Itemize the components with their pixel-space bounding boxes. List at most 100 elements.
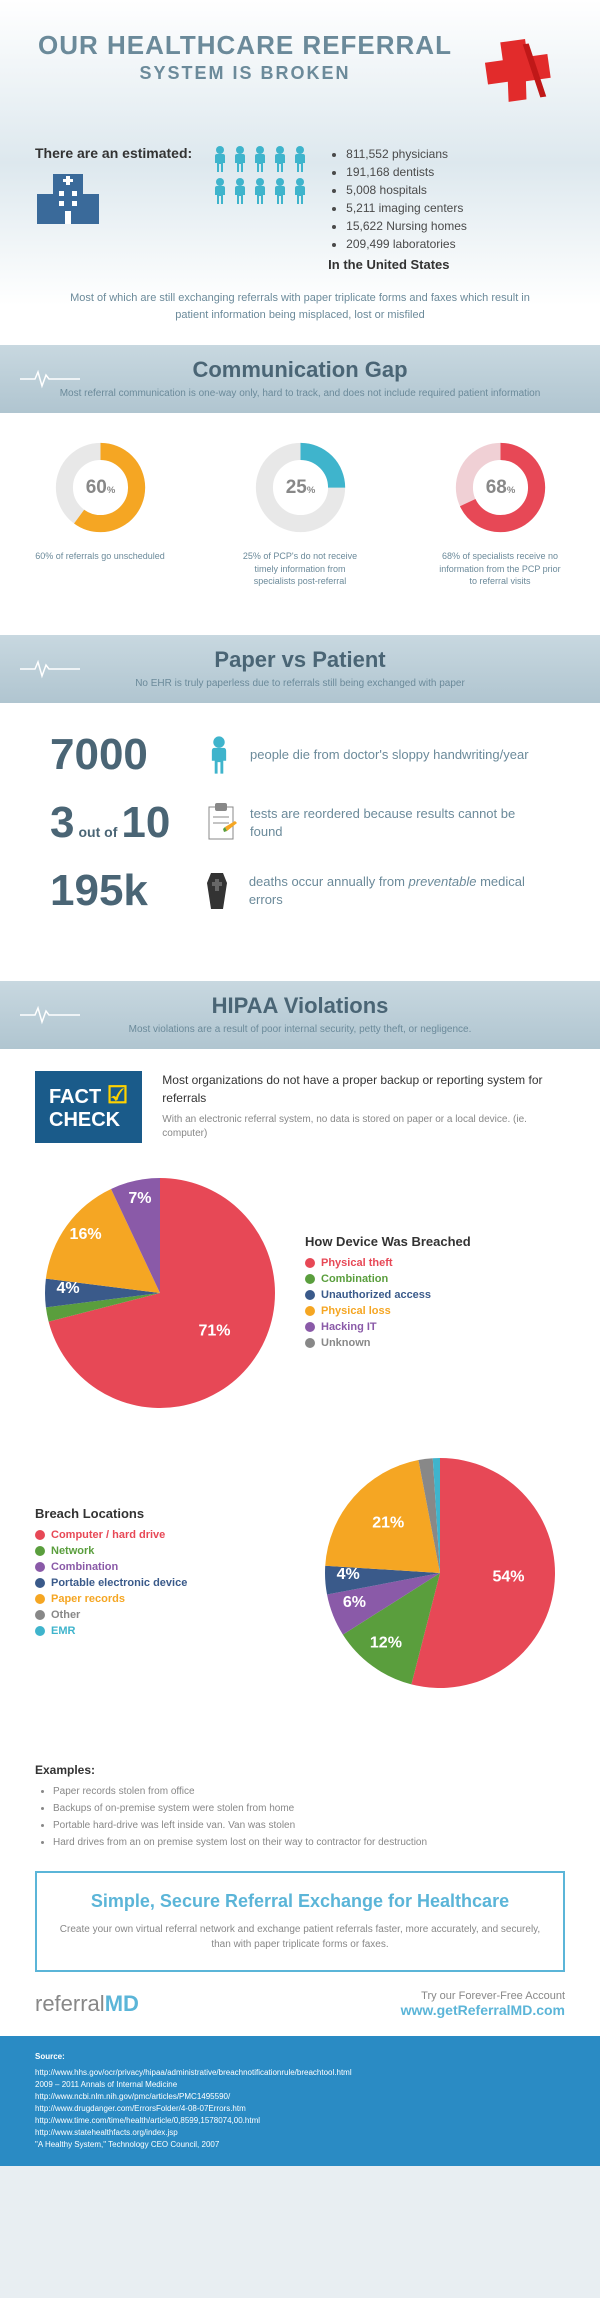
donut-text: 60% of referrals go unscheduled bbox=[25, 550, 175, 563]
example-item: Paper records stolen from office bbox=[53, 1783, 565, 1800]
legend-item: Portable electronic device bbox=[35, 1577, 295, 1589]
pie1-chart: 71% 4% 16% 7% bbox=[35, 1168, 285, 1418]
intro-text: Most of which are still exchanging refer… bbox=[35, 290, 565, 323]
legend-item: Other bbox=[35, 1609, 295, 1621]
ekg-icon bbox=[20, 659, 80, 679]
pstat-text: deaths occur annually from preventable m… bbox=[249, 873, 550, 909]
source-item: 2009 – 2011 Annals of Internal Medicine bbox=[35, 2079, 565, 2091]
stat-item: 5,211 imaging centers bbox=[346, 199, 467, 217]
svg-text:25%: 25% bbox=[285, 477, 315, 498]
hipaa-title: HIPAA Violations bbox=[35, 993, 565, 1019]
main-subtitle: SYSTEM IS BROKEN bbox=[35, 63, 455, 84]
donut-item: 25% 25% of PCP's do not receive timely i… bbox=[225, 440, 375, 588]
pie2-title: Breach Locations bbox=[35, 1506, 295, 1521]
legend-item: Combination bbox=[35, 1561, 295, 1573]
pstat-text: people die from doctor's sloppy handwrit… bbox=[250, 746, 529, 764]
svg-text:7%: 7% bbox=[128, 1190, 151, 1207]
logo-2: MD bbox=[105, 1991, 139, 2016]
hipaa-sub: Most violations are a result of poor int… bbox=[35, 1023, 565, 1037]
svg-text:54%: 54% bbox=[492, 1569, 524, 1586]
svg-text:4%: 4% bbox=[337, 1566, 360, 1583]
pie1-row: 71% 4% 16% 7% How Device Was Breached Physi… bbox=[35, 1168, 565, 1418]
source-item: http://www.hhs.gov/ocr/privacy/hipaa/adm… bbox=[35, 2067, 565, 2079]
comm-title: Communication Gap bbox=[35, 357, 565, 383]
donut-item: 68% 68% of specialists receive no inform… bbox=[425, 440, 575, 588]
logo-1: referral bbox=[35, 1991, 105, 2016]
svg-text:6%: 6% bbox=[343, 1594, 366, 1611]
legend-item: Unknown bbox=[305, 1337, 565, 1349]
svg-text:4%: 4% bbox=[56, 1280, 79, 1297]
pstat-num: 195k bbox=[50, 866, 190, 916]
example-item: Portable hard-drive was left inside van.… bbox=[53, 1817, 565, 1834]
logo: referralMD bbox=[35, 1991, 139, 2017]
main-title: OUR HEALTHCARE REFERRAL bbox=[35, 30, 455, 61]
people-icons bbox=[212, 145, 308, 205]
fc-main: Most organizations do not have a proper … bbox=[162, 1071, 565, 1107]
legend-item: Computer / hard drive bbox=[35, 1529, 295, 1541]
comm-gap-banner: Communication Gap Most referral communic… bbox=[0, 343, 600, 415]
footer-row: referralMD Try our Forever-Free Account … bbox=[35, 1972, 565, 2036]
stats-list: 811,552 physicians191,168 dentists5,008 … bbox=[328, 145, 467, 253]
pie2-chart: 54% 12% 6% 4% 21% bbox=[315, 1448, 565, 1698]
example-item: Hard drives from an on premise system lo… bbox=[53, 1834, 565, 1851]
header: OUR HEALTHCARE REFERRAL SYSTEM IS BROKEN bbox=[35, 30, 565, 120]
fc-sub: With an electronic referral system, no d… bbox=[162, 1113, 565, 1141]
pstat-num: 7000 bbox=[50, 730, 190, 780]
svg-text:12%: 12% bbox=[370, 1635, 402, 1652]
sources-title: Source: bbox=[35, 2051, 565, 2063]
hospital-icon bbox=[35, 169, 100, 224]
try-text: Try our Forever-Free Account bbox=[401, 1990, 565, 2002]
person-icon bbox=[205, 735, 235, 775]
stats-footer: In the United States bbox=[328, 257, 467, 272]
broken-cross-icon bbox=[475, 30, 565, 120]
stat-item: 15,622 Nursing homes bbox=[346, 217, 467, 235]
svg-text:68%: 68% bbox=[485, 477, 515, 498]
examples-list: Paper records stolen from officeBackups … bbox=[35, 1783, 565, 1851]
paper-stat: 7000 people die from doctor's sloppy han… bbox=[50, 730, 550, 780]
estimated-label: There are an estimated: bbox=[35, 145, 192, 161]
paper-banner: Paper vs Patient No EHR is truly paperle… bbox=[0, 633, 600, 705]
estimated-block: There are an estimated: 811,552 physicia… bbox=[35, 145, 565, 272]
stat-item: 209,499 laboratories bbox=[346, 235, 467, 253]
source-item: http://www.statehealthfacts.org/index.js… bbox=[35, 2127, 565, 2139]
cta-text: Create your own virtual referral network… bbox=[55, 1922, 545, 1952]
svg-text:71%: 71% bbox=[199, 1322, 231, 1339]
stat-item: 5,008 hospitals bbox=[346, 181, 467, 199]
paper-sub: No EHR is truly paperless due to referra… bbox=[35, 677, 565, 691]
check-icon: ☑ bbox=[107, 1082, 129, 1109]
try-link[interactable]: www.getReferralMD.com bbox=[401, 2002, 565, 2018]
legend-item: Paper records bbox=[35, 1593, 295, 1605]
stat-item: 191,168 dentists bbox=[346, 163, 467, 181]
svg-text:60%: 60% bbox=[85, 477, 115, 498]
pie1-title: How Device Was Breached bbox=[305, 1234, 565, 1249]
legend-item: Network bbox=[35, 1545, 295, 1557]
stat-item: 811,552 physicians bbox=[346, 145, 467, 163]
pstat-num: 3out of10 bbox=[50, 798, 190, 848]
svg-text:21%: 21% bbox=[372, 1515, 404, 1532]
source-item: http://www.time.com/time/health/article/… bbox=[35, 2115, 565, 2127]
factcheck-badge: FACT ☑ CHECK bbox=[35, 1071, 142, 1143]
svg-text:16%: 16% bbox=[70, 1226, 102, 1243]
source-item: http://www.ncbi.nlm.nih.gov/pmc/articles… bbox=[35, 2091, 565, 2103]
legend-item: EMR bbox=[35, 1625, 295, 1637]
factcheck: FACT ☑ CHECK Most organizations do not h… bbox=[35, 1071, 565, 1143]
pie1-legend: Physical theftCombinationUnauthorized ac… bbox=[305, 1257, 565, 1349]
coffin-icon bbox=[205, 871, 234, 911]
fc-badge-1: FACT bbox=[49, 1086, 101, 1108]
legend-item: Unauthorized access bbox=[305, 1289, 565, 1301]
clipboard-icon bbox=[205, 803, 235, 843]
paper-stat: 195k deaths occur annually from preventa… bbox=[50, 866, 550, 916]
donut-text: 25% of PCP's do not receive timely infor… bbox=[225, 550, 375, 588]
examples-title: Examples: bbox=[35, 1763, 565, 1777]
ekg-icon bbox=[20, 369, 80, 389]
sources-list: http://www.hhs.gov/ocr/privacy/hipaa/adm… bbox=[35, 2067, 565, 2151]
donuts-row: 60% 60% of referrals go unscheduled 25% … bbox=[0, 415, 600, 613]
pie2-legend: Computer / hard drive Network Combination P… bbox=[35, 1529, 295, 1637]
legend-item: Hacking IT bbox=[305, 1321, 565, 1333]
paper-title: Paper vs Patient bbox=[35, 647, 565, 673]
fc-badge-2: CHECK bbox=[49, 1109, 120, 1131]
ekg-icon bbox=[20, 1005, 80, 1025]
cta-box: Simple, Secure Referral Exchange for Hea… bbox=[35, 1871, 565, 1972]
donut-item: 60% 60% of referrals go unscheduled bbox=[25, 440, 175, 588]
legend-item: Physical loss bbox=[305, 1305, 565, 1317]
